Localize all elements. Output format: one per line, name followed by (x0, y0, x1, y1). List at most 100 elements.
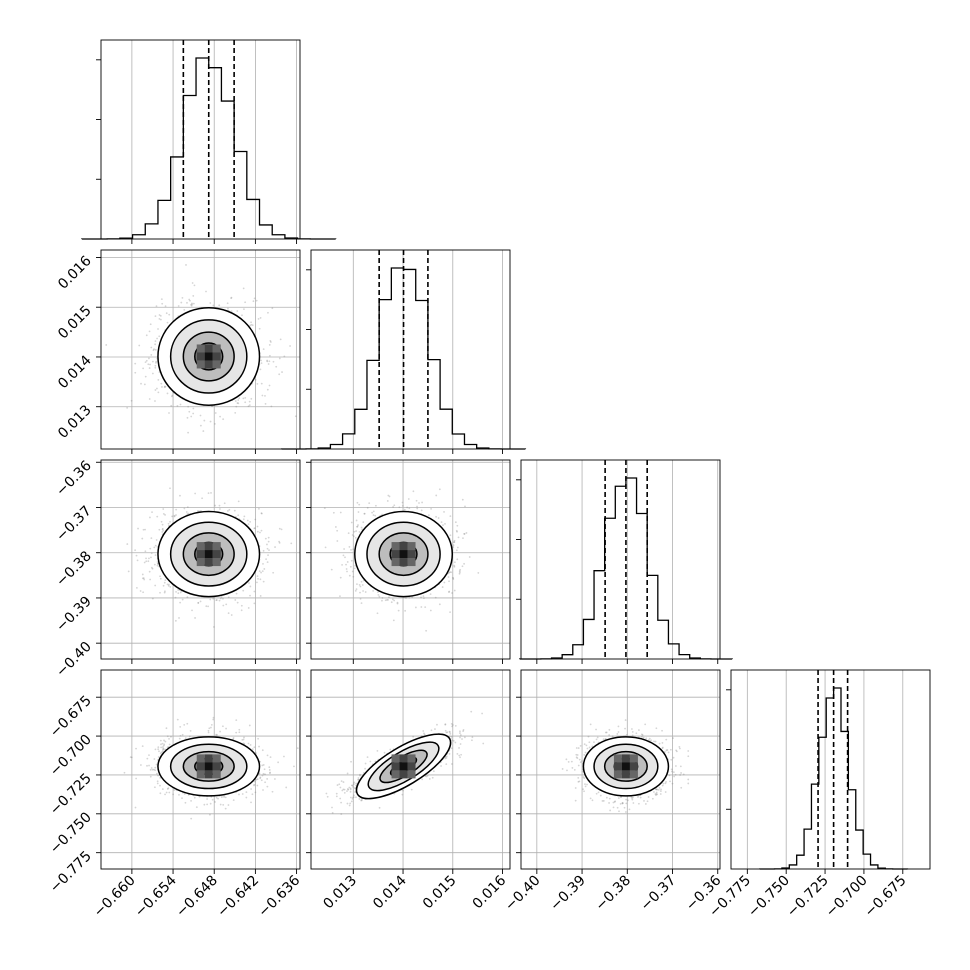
sample-point (154, 343, 157, 346)
density-cell (196, 770, 205, 779)
sample-point (241, 314, 243, 317)
sample-point (386, 598, 388, 601)
sample-point (324, 546, 327, 549)
sample-point (190, 415, 193, 418)
sample-point (349, 788, 352, 791)
density-cell (407, 770, 416, 779)
sample-point (260, 359, 262, 362)
sample-point (377, 594, 380, 596)
sample-point (421, 501, 423, 504)
sample-point (192, 407, 195, 410)
sample-point (595, 728, 597, 731)
sample-point (678, 747, 681, 750)
sample-point (156, 387, 158, 390)
sample-point (185, 264, 187, 266)
sample-point (621, 802, 624, 805)
sample-point (168, 313, 171, 316)
sample-point (161, 386, 163, 388)
sample-point (159, 314, 162, 317)
density-cell (621, 762, 630, 771)
sample-point (223, 796, 225, 798)
sample-point (593, 741, 595, 743)
sample-point (268, 769, 271, 771)
sample-point (154, 544, 157, 547)
sample-point (149, 516, 151, 519)
sample-point (325, 792, 328, 795)
sample-point (348, 786, 351, 789)
sample-point (241, 793, 244, 795)
sample-point (192, 302, 195, 305)
sample-point (242, 518, 245, 521)
sample-point (156, 564, 159, 567)
sample-point (450, 763, 453, 765)
sample-point (355, 796, 357, 799)
sample-point (289, 345, 291, 347)
sample-point (360, 580, 363, 583)
sample-point (659, 793, 662, 795)
density-cell (212, 558, 221, 567)
sample-point (471, 739, 473, 742)
density-cell (399, 542, 408, 551)
sample-point (140, 764, 142, 766)
sample-point (350, 559, 353, 562)
sample-point (354, 791, 357, 794)
sample-point (672, 737, 674, 740)
sample-point (183, 793, 186, 795)
sample-point (357, 778, 360, 781)
density-cell (212, 754, 221, 763)
sample-point (242, 397, 245, 400)
sample-point (165, 727, 168, 730)
sample-point (139, 590, 142, 592)
sample-point (209, 813, 211, 816)
sample-point (224, 796, 227, 799)
sample-point (671, 782, 674, 785)
density-cell (399, 770, 408, 779)
sample-point (149, 768, 152, 771)
sample-point (238, 793, 240, 796)
sample-point (262, 580, 265, 583)
sample-point (154, 769, 157, 772)
sample-point (242, 738, 245, 741)
sample-point (233, 509, 236, 512)
sample-point (219, 508, 221, 510)
sample-point (186, 722, 189, 725)
sample-point (278, 540, 281, 543)
sample-point (403, 508, 406, 511)
sample-point (246, 519, 249, 522)
sample-point (234, 411, 237, 414)
sample-point (168, 791, 171, 794)
sample-point (654, 793, 657, 795)
sample-point (421, 778, 424, 781)
sample-point (260, 512, 263, 515)
sample-point (648, 737, 651, 740)
sample-point (687, 778, 690, 781)
sample-point (356, 525, 359, 528)
sample-point (589, 797, 592, 800)
sample-point (191, 303, 193, 306)
sample-point (272, 571, 275, 574)
sample-point (352, 575, 355, 578)
sample-point (257, 578, 259, 580)
sample-point (447, 576, 450, 578)
sample-point (445, 755, 448, 758)
sample-point (266, 359, 269, 362)
sample-point (351, 570, 354, 573)
sample-point (635, 732, 638, 735)
sample-point (423, 732, 425, 735)
sample-point (434, 728, 436, 730)
sample-point (605, 796, 608, 799)
sample-point (260, 382, 263, 385)
sample-point (389, 748, 392, 751)
histogram-step (81, 57, 337, 240)
sample-point (158, 317, 161, 320)
sample-point (420, 606, 423, 608)
sample-point (253, 590, 256, 593)
sample-point (256, 784, 259, 787)
sample-point (207, 492, 210, 495)
sample-point (451, 592, 453, 594)
sample-point (249, 594, 251, 597)
sample-point (575, 753, 578, 756)
sample-point (259, 776, 262, 779)
sample-point (363, 512, 366, 515)
density-cell (196, 762, 205, 771)
